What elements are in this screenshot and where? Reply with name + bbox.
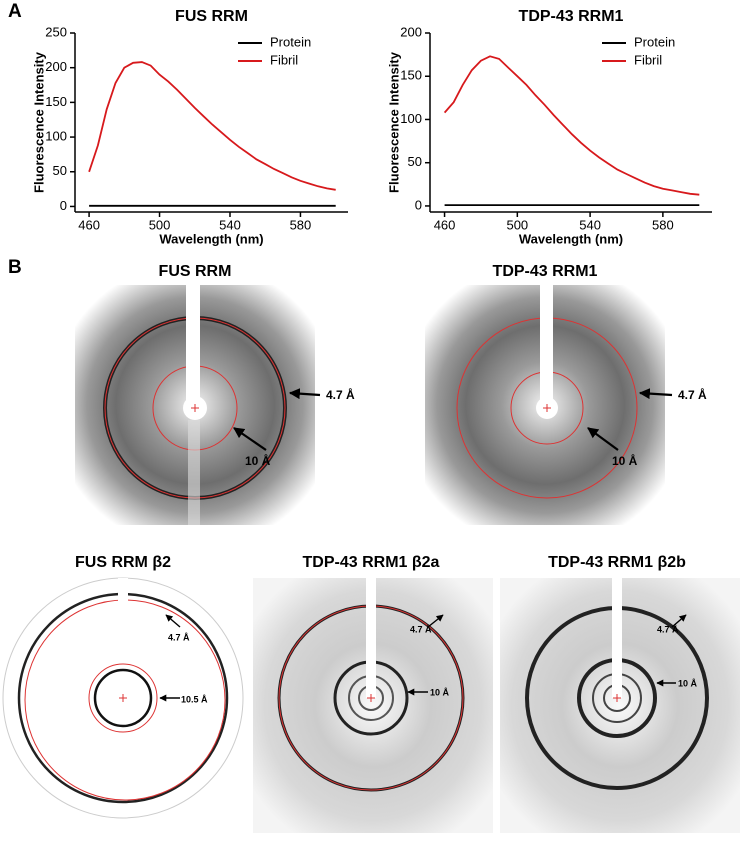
y-tick-label: 100 [400,111,422,126]
x-tick-label: 540 [579,217,601,232]
legend-label: Protein [270,34,311,49]
y-tick-label: 0 [415,197,422,212]
x-tick-label: 460 [434,217,456,232]
image-title: TDP-43 RRM1 β2a [303,554,440,571]
data-line [88,61,336,191]
x-tick-label: 580 [290,217,312,232]
chart-title: TDP-43 RRM1 [519,8,624,25]
y-axis-label: Fluorescence Intensity [31,51,46,193]
y-tick-label: 200 [45,59,67,74]
annotation: 10 Å [678,678,698,688]
annotation: 4.7 Å [657,624,679,634]
y-tick-label: 200 [400,24,422,39]
y-axis-label: Fluorescence Intensity [386,51,401,193]
annotation: 10.5 Å [181,694,208,704]
panel-label: A [8,1,22,22]
x-tick-label: 460 [78,217,100,232]
annotation: 4.7 Å [410,624,432,634]
x-tick-label: 500 [506,217,528,232]
x-axis-label: Wavelength (nm) [519,231,623,246]
x-tick-label: 540 [219,217,241,232]
x-tick-label: 580 [652,217,674,232]
diffraction-image: TDP-43 RRM1 4.7 Å 10 Å [425,263,707,525]
legend-label: Protein [634,34,675,49]
data-line [443,55,700,196]
image-title: FUS RRM β2 [75,554,171,571]
image-title: TDP-43 RRM1 β2b [548,554,686,571]
y-tick-label: 150 [45,94,67,109]
annotation: 4.7 Å [326,387,355,402]
y-tick-label: 100 [45,129,67,144]
annotation: 10 Å [612,453,638,468]
y-tick-label: 50 [53,163,67,178]
y-tick-label: 250 [45,24,67,39]
y-tick-label: 0 [60,198,67,213]
diffraction-image: FUS RRM 4.7 Å 10 Å [75,263,355,525]
x-axis-label: Wavelength (nm) [159,231,263,246]
annotation: 10 Å [245,453,271,468]
annotation: 4.7 Å [678,387,707,402]
y-tick-label: 50 [408,154,422,169]
diffraction-image: FUS RRM β2 4.7 Å 10.5 Å [2,554,244,819]
y-tick-label: 150 [400,68,422,83]
annotation: 10 Å [430,687,450,697]
chart-title: FUS RRM [175,8,248,25]
legend-label: Fibril [634,52,662,67]
diffraction-image: TDP-43 RRM1 β2b 4.7 Å 10 Å [500,554,740,833]
image-title: TDP-43 RRM1 [493,263,598,280]
diffraction-image: TDP-43 RRM1 β2a 4.7 Å 10 Å [253,554,493,833]
x-tick-label: 500 [149,217,171,232]
legend-label: Fibril [270,52,298,67]
image-title: FUS RRM [159,263,232,280]
annotation: 4.7 Å [168,632,190,642]
panel-label: B [8,257,22,278]
